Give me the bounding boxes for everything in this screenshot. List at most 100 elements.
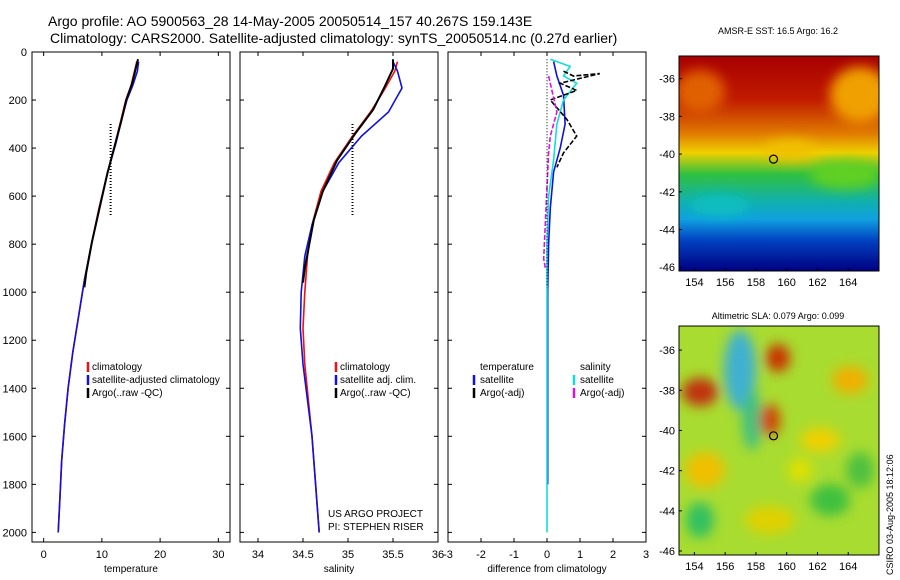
map-y-tick-label: -44 bbox=[659, 225, 675, 237]
y-tick-label: 200 bbox=[9, 95, 27, 107]
x-axis-label: difference from climatology bbox=[487, 564, 606, 575]
x-tick-label: 35 bbox=[342, 549, 354, 561]
x-tick-label: -2 bbox=[476, 549, 486, 561]
sla-anomaly bbox=[745, 506, 795, 534]
x-tick-label: 34.5 bbox=[292, 549, 313, 561]
map-y-tick-label: -40 bbox=[659, 149, 675, 161]
x-tick-label: -3 bbox=[443, 549, 453, 561]
series-line-sal-argo bbox=[542, 75, 558, 269]
map-y-tick-label: -40 bbox=[659, 425, 675, 437]
y-tick-label: 1400 bbox=[3, 383, 27, 395]
y-tick-label: 1200 bbox=[3, 335, 27, 347]
map-x-tick-label: 154 bbox=[685, 277, 703, 289]
map-y-tick-label: -38 bbox=[659, 385, 675, 397]
series-line-satellite bbox=[299, 61, 403, 533]
y-tick-label: 1800 bbox=[3, 479, 27, 491]
map-x-tick-label: 162 bbox=[808, 561, 826, 573]
x-tick-label: 0 bbox=[41, 549, 47, 561]
sla-anomaly bbox=[832, 366, 868, 394]
x-tick-label: 3 bbox=[643, 549, 649, 561]
map-x-tick-label: 160 bbox=[778, 561, 796, 573]
sla-anomaly bbox=[846, 452, 874, 488]
sla-map-title: Altimetric SLA: 0.079 Argo: 0.099 bbox=[712, 311, 845, 321]
x-tick-label: 10 bbox=[96, 549, 108, 561]
map-x-tick-label: 164 bbox=[839, 561, 857, 573]
x-axis-label: salinity bbox=[324, 564, 355, 575]
series-line-argo bbox=[302, 59, 394, 283]
map-y-tick-label: -38 bbox=[659, 111, 675, 123]
map-x-tick-label: 160 bbox=[778, 277, 796, 289]
sla-anomaly bbox=[810, 484, 850, 516]
map-x-tick-label: 162 bbox=[808, 277, 826, 289]
sst-argo-marker bbox=[768, 154, 779, 164]
credit-pi: PI: STEPHEN RISER bbox=[328, 522, 424, 533]
legend-entry: temperature bbox=[480, 362, 534, 373]
figure-title: Argo profile: AO 5900563_28 14-May-2005 … bbox=[48, 13, 617, 47]
y-tick-label: 0 bbox=[21, 47, 27, 59]
y-tick-label: 400 bbox=[9, 143, 27, 155]
title-line-1: Argo profile: AO 5900563_28 14-May-2005 … bbox=[48, 13, 533, 29]
legend-entry: Argo(-adj) bbox=[580, 388, 624, 399]
salinity-panel: 34 34.5 35 35.5 36 salinity climatology satelli… bbox=[239, 51, 444, 575]
footer-timestamp: CSIRO 03-Aug-2005 18:12:06 bbox=[885, 454, 895, 575]
x-tick-label: 20 bbox=[154, 549, 166, 561]
legend-entry: satellite-adjusted climatology bbox=[92, 375, 220, 386]
legend-entry: salinity bbox=[580, 362, 611, 373]
x-tick-label: 0 bbox=[544, 549, 550, 561]
sla-anomaly bbox=[686, 502, 714, 538]
map-y-tick-label: -42 bbox=[659, 466, 675, 478]
temperature-axes bbox=[31, 51, 231, 543]
legend-entry: climatology bbox=[340, 362, 390, 373]
map-y-tick-label: -36 bbox=[659, 74, 675, 86]
map-x-tick-label: 156 bbox=[716, 277, 734, 289]
sla-anomaly bbox=[685, 452, 725, 488]
sst-cool-blob bbox=[810, 161, 879, 189]
map-x-tick-label: 158 bbox=[747, 561, 765, 573]
x-axis-label: temperature bbox=[104, 564, 158, 575]
x-tick-label: -1 bbox=[509, 549, 519, 561]
sst-cool-blob bbox=[765, 140, 815, 160]
y-tick-label: 2000 bbox=[3, 527, 27, 539]
map-y-tick-label: -44 bbox=[659, 506, 675, 518]
sla-argo-marker bbox=[768, 431, 779, 441]
legend-entry: Argo(..raw -QC) bbox=[340, 388, 411, 399]
map-y-tick-label: -46 bbox=[659, 546, 675, 558]
x-tick-label: 34 bbox=[252, 549, 264, 561]
y-tick-label: 1600 bbox=[3, 431, 27, 443]
difference-panel: -3 -2 -1 0 1 2 3 difference from climatology tem… bbox=[443, 51, 649, 575]
y-tick-label: 1000 bbox=[3, 287, 27, 299]
sst-warm-blob bbox=[679, 70, 725, 114]
legend-entry: Argo(..raw -QC) bbox=[92, 388, 163, 399]
sst-map-title: AMSR-E SST: 16.5 Argo: 16.2 bbox=[718, 26, 838, 36]
sla-anomaly bbox=[742, 390, 762, 450]
temperature-panel: 0 10 20 30 0 200 400 600 800 1000 1200 1400 1600 1800… bbox=[3, 47, 231, 575]
series-line-argo bbox=[83, 58, 139, 288]
title-line-2: Climatology: CARS2000. Satellite-adjuste… bbox=[50, 30, 618, 46]
sla-anomaly bbox=[724, 330, 756, 410]
salinity-axes bbox=[239, 51, 439, 543]
map-x-tick-label: 156 bbox=[716, 561, 734, 573]
sst-map: AMSR-E SST: 16.5 Argo: 16.2 bbox=[678, 26, 880, 272]
sla-anomaly bbox=[766, 344, 790, 372]
sla-anomaly bbox=[760, 404, 780, 436]
x-tick-label: 35.5 bbox=[382, 549, 403, 561]
sla-anomaly bbox=[800, 428, 840, 452]
series-line-temp-argo bbox=[548, 70, 600, 168]
map-y-tick-label: -42 bbox=[659, 187, 675, 199]
legend-entry: satellite adj. clim. bbox=[340, 375, 416, 386]
x-tick-label: 2 bbox=[610, 549, 616, 561]
credit-project: US ARGO PROJECT bbox=[328, 509, 423, 520]
legend-entry: climatology bbox=[92, 362, 142, 373]
y-tick-label: 600 bbox=[9, 191, 27, 203]
map-y-tick-label: -46 bbox=[659, 262, 675, 274]
sst-map-frame bbox=[678, 55, 880, 272]
x-tick-label: 30 bbox=[212, 549, 224, 561]
map-y-tick-label: -36 bbox=[659, 345, 675, 357]
sla-anomaly bbox=[682, 378, 718, 406]
x-tick-label: 1 bbox=[577, 549, 583, 561]
sla-map-frame bbox=[678, 325, 880, 556]
y-tick-label: 800 bbox=[9, 239, 27, 251]
series-line-sal-satellite bbox=[546, 58, 578, 533]
sst-warm-blob bbox=[830, 67, 879, 123]
